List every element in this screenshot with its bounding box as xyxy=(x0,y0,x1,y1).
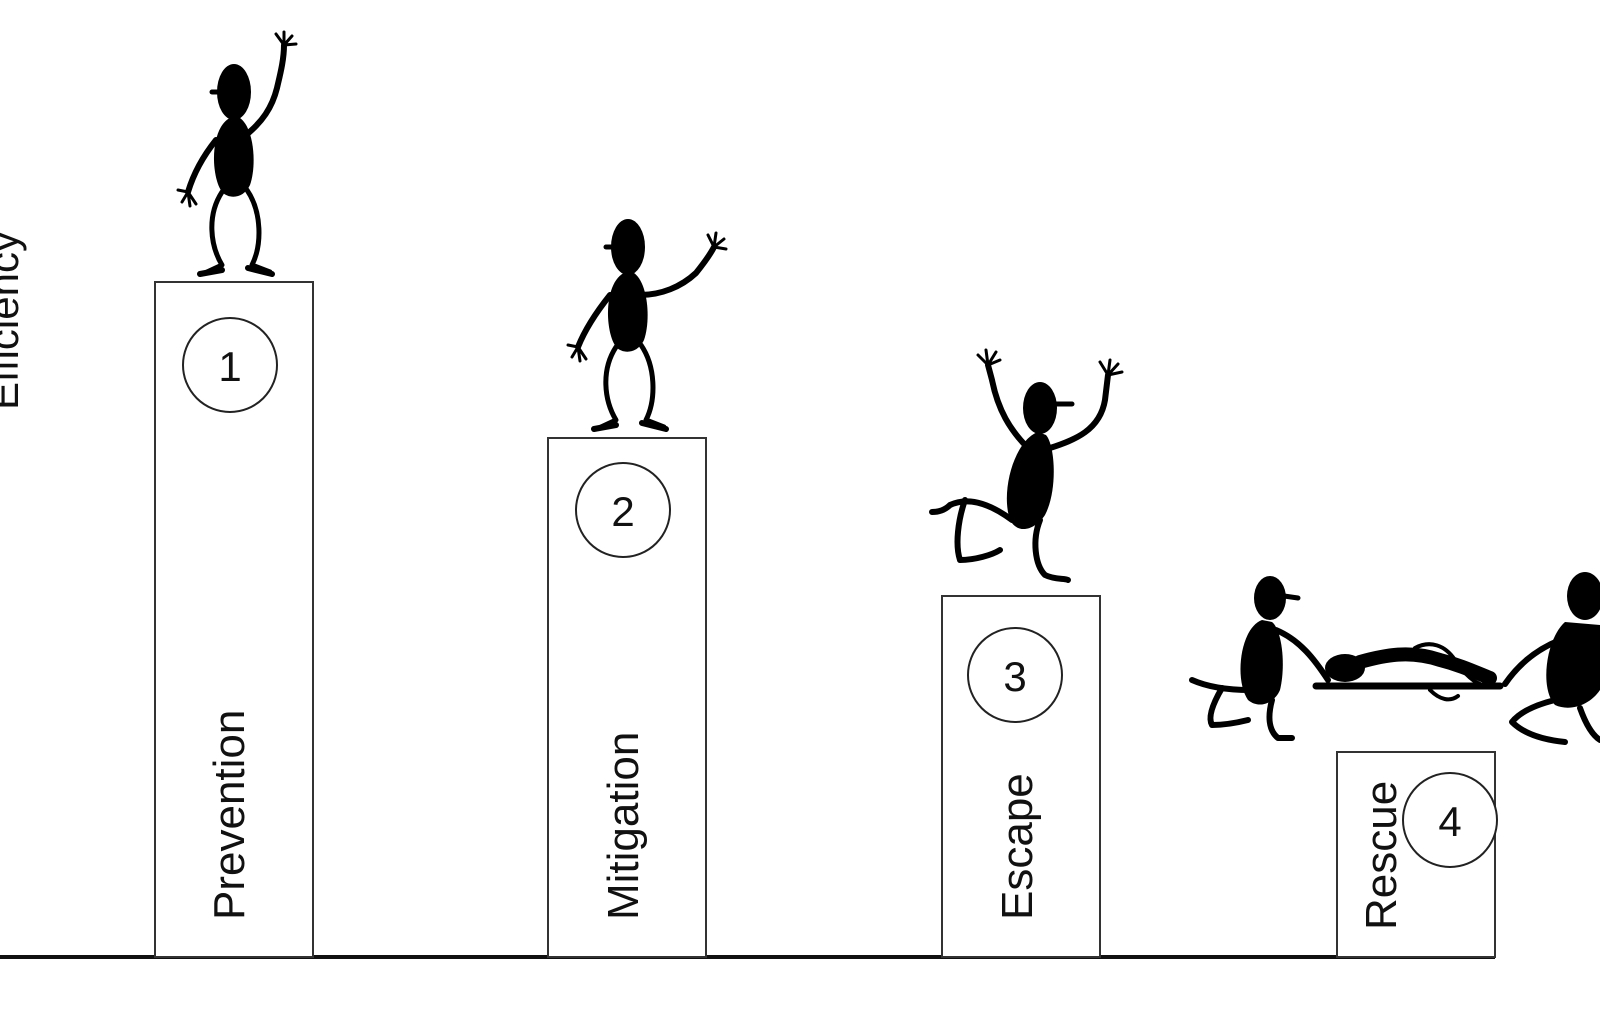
stage-1-prevention: 1 Prevention xyxy=(154,281,314,958)
stage-number: 2 xyxy=(611,488,634,535)
stage-label: Mitigation xyxy=(599,732,648,920)
stage-4-rescue: 4 Rescue xyxy=(1336,751,1498,958)
stage-label: Escape xyxy=(993,773,1042,920)
stage-number: 1 xyxy=(218,343,241,390)
stage-number-circle xyxy=(182,317,278,413)
stage-2-mitigation: 2 Mitigation xyxy=(547,437,707,958)
standing-waving-figure-icon xyxy=(176,30,298,277)
stretcher-carrying-figures-icon xyxy=(1189,572,1600,745)
stage-label: Prevention xyxy=(205,710,254,920)
stage-number-circle xyxy=(1402,772,1498,868)
y-axis-label: Efficiency xyxy=(0,231,27,410)
stage-number: 3 xyxy=(1003,653,1026,700)
standing-waving-figure-icon xyxy=(566,219,728,432)
stage-number: 4 xyxy=(1438,798,1461,845)
stage-number-circle xyxy=(967,627,1063,723)
stage-number-circle xyxy=(575,462,671,558)
stage-label: Rescue xyxy=(1357,781,1406,930)
jumping-figure-icon xyxy=(929,348,1124,583)
stage-3-escape: 3 Escape xyxy=(941,595,1101,958)
